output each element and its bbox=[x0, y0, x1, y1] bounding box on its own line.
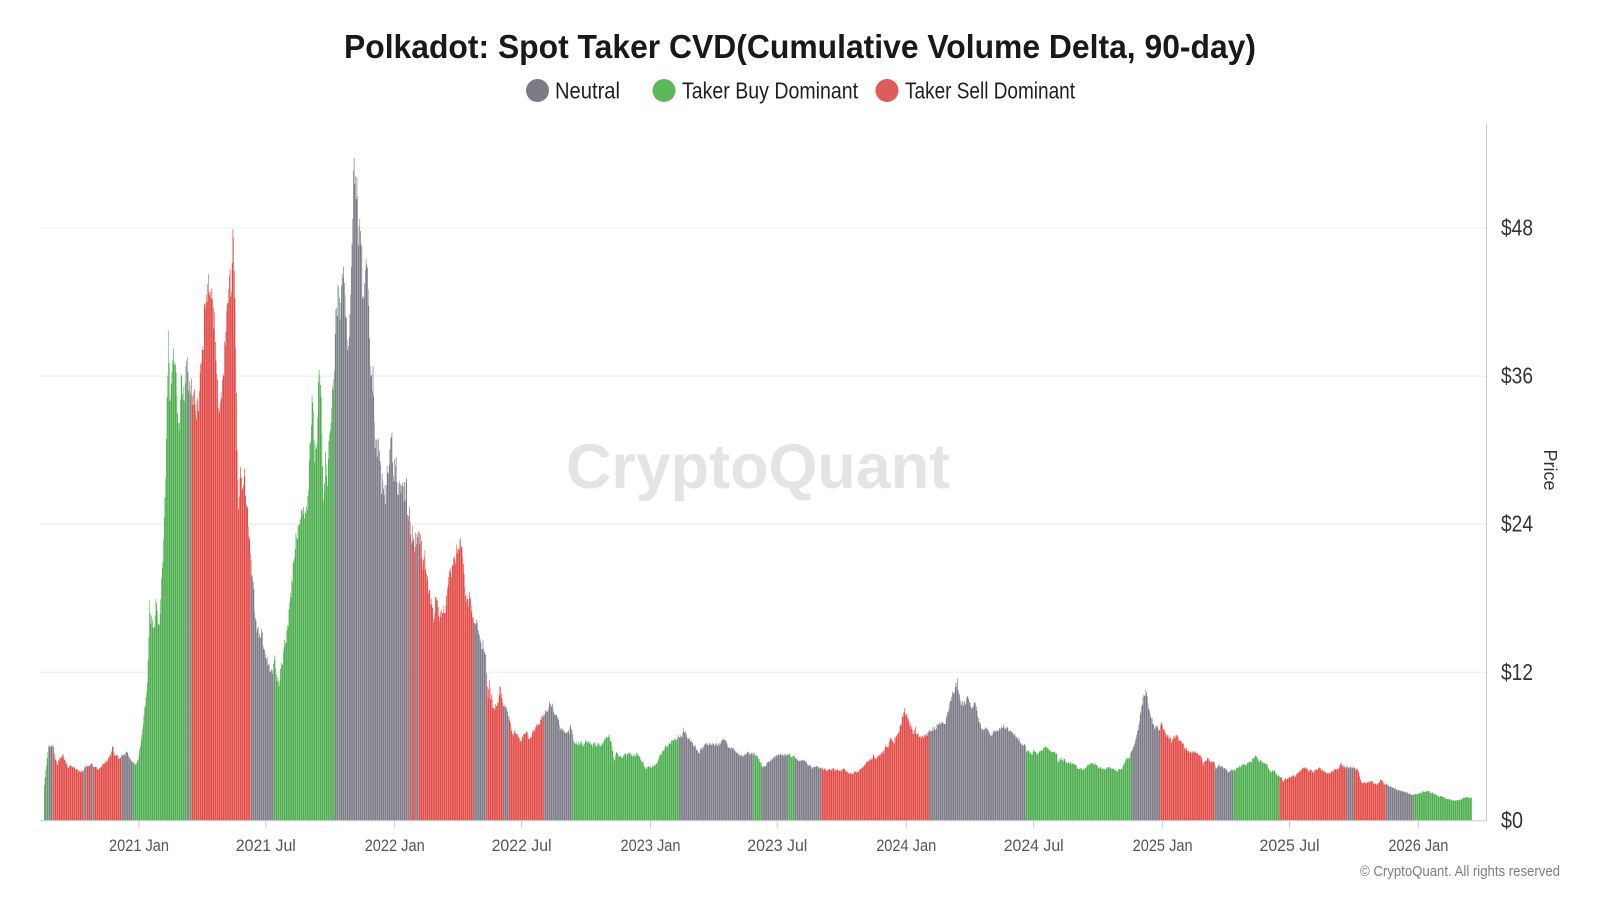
svg-text:Price: Price bbox=[1540, 449, 1560, 490]
svg-text:2024 Jan: 2024 Jan bbox=[876, 836, 936, 855]
svg-text:2024 Jul: 2024 Jul bbox=[1004, 836, 1064, 855]
svg-text:2023 Jan: 2023 Jan bbox=[621, 836, 681, 855]
svg-text:2022 Jan: 2022 Jan bbox=[365, 836, 425, 855]
svg-text:2021 Jul: 2021 Jul bbox=[236, 836, 296, 855]
svg-text:$0: $0 bbox=[1501, 807, 1523, 833]
svg-text:2025 Jul: 2025 Jul bbox=[1260, 836, 1320, 855]
svg-text:$48: $48 bbox=[1501, 215, 1533, 241]
svg-text:Taker Buy Dominant: Taker Buy Dominant bbox=[682, 78, 859, 104]
svg-text:Taker Sell Dominant: Taker Sell Dominant bbox=[905, 78, 1076, 104]
svg-text:$12: $12 bbox=[1501, 659, 1533, 685]
svg-text:$36: $36 bbox=[1501, 363, 1533, 389]
svg-text:CryptoQuant: CryptoQuant bbox=[566, 432, 950, 502]
svg-text:Polkadot: Spot Taker CVD(Cumul: Polkadot: Spot Taker CVD(Cumulative Volu… bbox=[344, 28, 1256, 65]
svg-text:2021 Jan: 2021 Jan bbox=[109, 836, 169, 855]
svg-text:2023 Jul: 2023 Jul bbox=[747, 836, 807, 855]
svg-text:2026 Jan: 2026 Jan bbox=[1388, 836, 1448, 855]
svg-text:© CryptoQuant. All rights rese: © CryptoQuant. All rights reserved bbox=[1360, 863, 1560, 880]
svg-text:2022 Jul: 2022 Jul bbox=[492, 836, 552, 855]
svg-text:2025 Jan: 2025 Jan bbox=[1133, 836, 1193, 855]
svg-text:$24: $24 bbox=[1501, 511, 1533, 537]
svg-text:Neutral: Neutral bbox=[555, 78, 620, 104]
